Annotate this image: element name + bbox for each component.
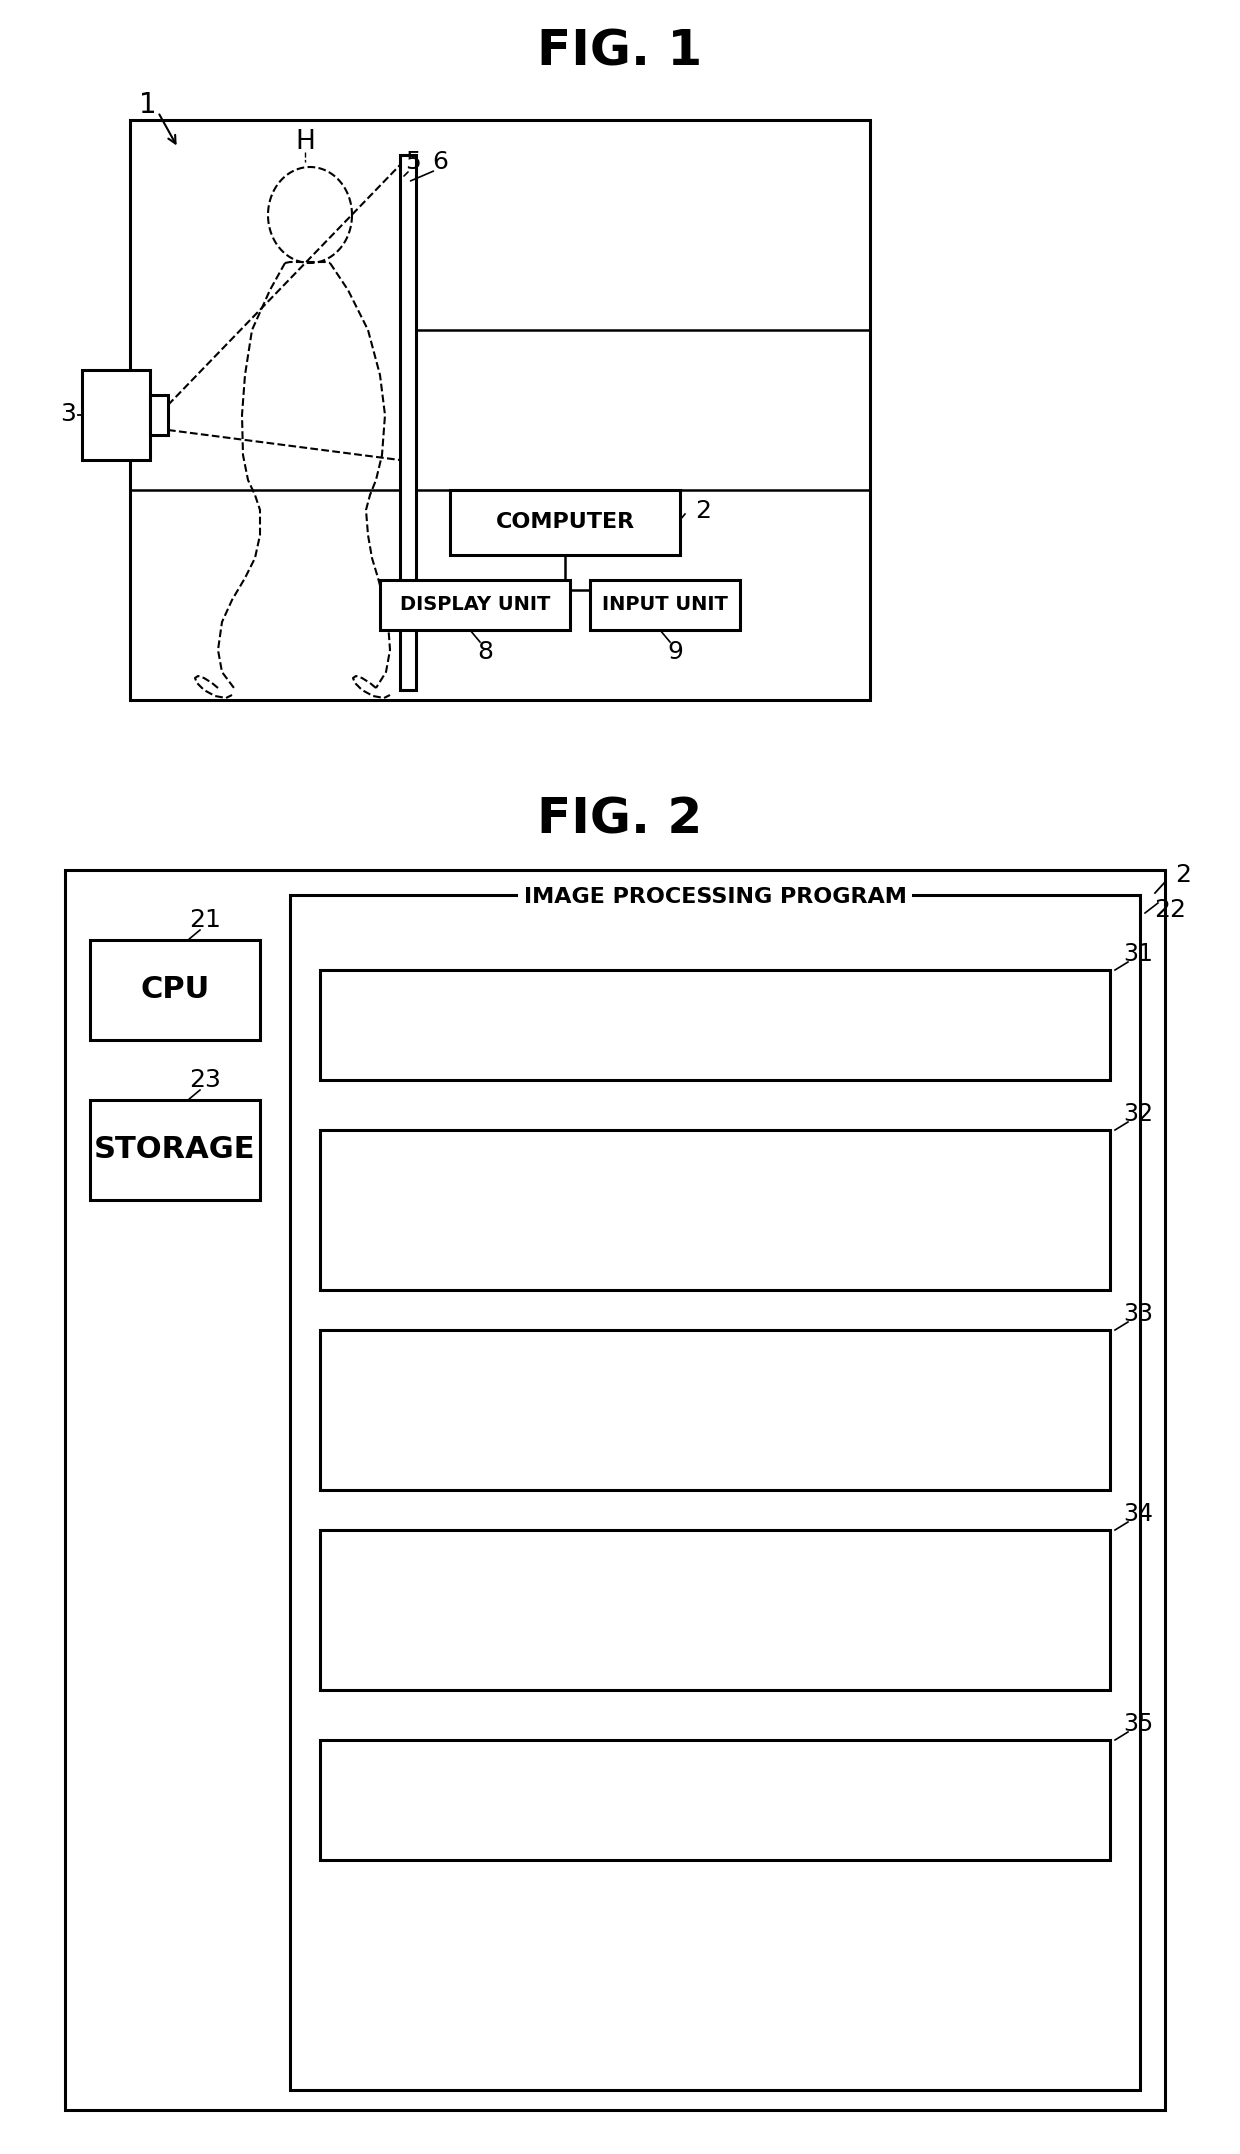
Bar (82, 370, 150, 461)
Bar (320, 1131, 1110, 1290)
Text: ADDITION PROCESSING
UNIT: ADDITION PROCESSING UNIT (560, 1583, 869, 1637)
Text: 33: 33 (1123, 1301, 1153, 1327)
Text: SYNTHESIS UNIT: SYNTHESIS UNIT (604, 1788, 826, 1812)
Bar (320, 1329, 1110, 1491)
Text: 34: 34 (1123, 1501, 1153, 1525)
Text: 9: 9 (667, 640, 683, 663)
Bar (290, 896, 1140, 2089)
Text: H: H (295, 129, 315, 155)
Text: 35: 35 (1123, 1712, 1153, 1736)
Text: 1: 1 (139, 90, 156, 118)
Text: STORAGE: STORAGE (94, 1135, 255, 1165)
Text: FIRST FREQUENCY
ANALYSIS UNIT: FIRST FREQUENCY ANALYSIS UNIT (593, 1183, 837, 1239)
Bar (130, 121, 870, 700)
Text: 6: 6 (432, 151, 448, 174)
Text: 32: 32 (1123, 1103, 1153, 1127)
Text: COMPUTER: COMPUTER (496, 513, 635, 532)
Bar (320, 969, 1110, 1079)
Text: INPUT UNIT: INPUT UNIT (603, 595, 728, 614)
Text: 2: 2 (694, 500, 711, 523)
Bar (64, 870, 1166, 2111)
Text: SECOND FREQUENCY
ANALYSIS UNIT: SECOND FREQUENCY ANALYSIS UNIT (575, 1383, 854, 1439)
Bar (150, 394, 167, 435)
Text: FIG. 1: FIG. 1 (537, 28, 703, 75)
Bar (379, 579, 570, 629)
Bar (320, 1740, 1110, 1861)
Text: FIG. 2: FIG. 2 (537, 797, 703, 844)
Bar (91, 939, 260, 1040)
Text: IMAGE PROCESSING PROGRAM: IMAGE PROCESSING PROGRAM (523, 887, 906, 907)
Text: 2: 2 (1176, 864, 1190, 887)
Bar (450, 489, 680, 556)
Bar (320, 1529, 1110, 1691)
Bar (590, 579, 740, 629)
Text: 31: 31 (1123, 941, 1153, 965)
Text: CPU: CPU (140, 976, 210, 1004)
Text: 21: 21 (188, 909, 221, 933)
Bar (401, 155, 415, 689)
Bar (91, 1101, 260, 1200)
Text: IMAGE ACQUISITION UNIT: IMAGE ACQUISITION UNIT (544, 1012, 885, 1036)
Text: 5: 5 (405, 151, 420, 174)
Text: 3: 3 (60, 403, 76, 426)
Text: 8: 8 (477, 640, 494, 663)
Text: DISPLAY UNIT: DISPLAY UNIT (399, 595, 551, 614)
Text: 22: 22 (1154, 898, 1185, 922)
Text: 23: 23 (188, 1068, 221, 1092)
